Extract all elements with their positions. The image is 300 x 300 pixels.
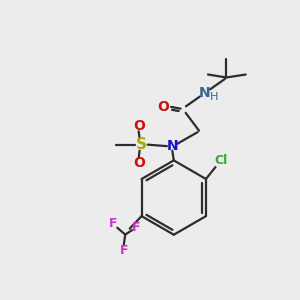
Text: F: F [109, 217, 117, 230]
Text: H: H [210, 92, 218, 101]
Text: Cl: Cl [214, 154, 227, 167]
Text: O: O [158, 100, 170, 114]
Text: O: O [133, 119, 145, 133]
Text: F: F [131, 220, 140, 234]
Text: O: O [133, 156, 145, 170]
Text: N: N [167, 139, 178, 153]
Text: F: F [119, 244, 128, 257]
Text: S: S [136, 137, 147, 152]
Text: N: N [199, 86, 211, 100]
